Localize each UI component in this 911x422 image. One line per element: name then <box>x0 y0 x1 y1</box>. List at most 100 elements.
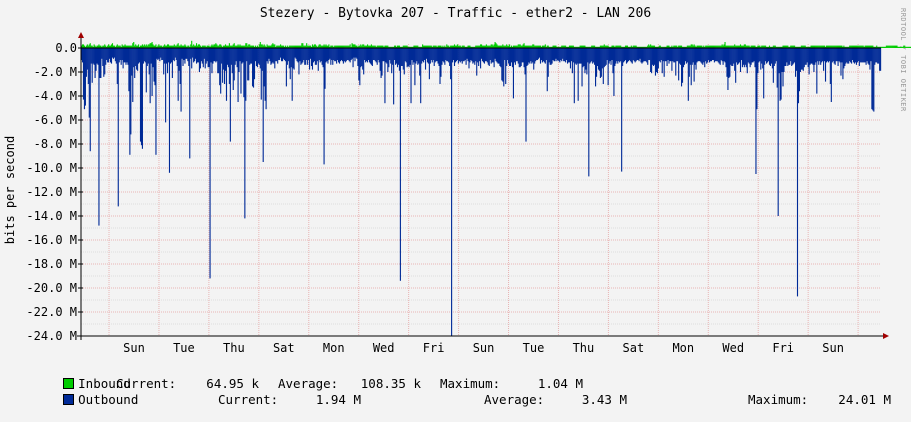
outbound-bar <box>387 48 388 72</box>
outbound-bar <box>246 48 247 61</box>
outbound-bar <box>723 48 724 65</box>
outbound-bar <box>435 48 436 62</box>
inbound-bar <box>903 46 904 48</box>
outbound-bar <box>744 48 745 67</box>
outbound-bar <box>821 48 822 62</box>
inbound-bar <box>184 44 185 48</box>
inbound-bar <box>272 43 273 48</box>
inbound-bar <box>486 44 487 48</box>
outbound-bar <box>297 48 298 62</box>
outbound-bar <box>154 48 155 85</box>
y-tick-label: -18.0 M <box>26 257 77 271</box>
outbound-bar <box>376 48 377 62</box>
outbound-bar <box>778 48 779 216</box>
outbound-bar <box>818 48 819 65</box>
outbound-bar <box>216 48 217 61</box>
outbound-bar <box>696 48 697 62</box>
outbound-bar <box>743 48 744 65</box>
inbound-bar <box>907 47 908 48</box>
outbound-bar <box>532 48 533 62</box>
outbound-bar <box>239 48 240 61</box>
inbound-bar <box>908 47 909 48</box>
outbound-bar <box>467 48 468 59</box>
outbound-bar <box>528 48 529 62</box>
outbound-bar <box>718 48 719 62</box>
inbound-bar <box>104 44 105 48</box>
outbound-bar <box>516 48 517 61</box>
outbound-bar <box>862 48 863 62</box>
outbound-bar <box>537 48 538 60</box>
outbound-bar <box>272 48 273 62</box>
outbound-bar <box>553 48 554 61</box>
outbound-bar <box>309 48 310 70</box>
outbound-bar <box>867 48 868 64</box>
inbound-bar <box>524 43 525 48</box>
outbound-bar <box>618 48 619 61</box>
outbound-bar <box>707 48 708 62</box>
inbound-bar <box>229 43 230 48</box>
outbound-bar <box>124 48 125 62</box>
outbound-bar <box>231 48 232 65</box>
inbound-bar <box>740 44 741 48</box>
outbound-bar <box>574 48 575 103</box>
outbound-bar <box>416 48 417 61</box>
outbound-bar <box>519 48 520 67</box>
outbound-bar <box>88 48 89 84</box>
outbound-bar <box>824 48 825 61</box>
outbound-bar <box>480 48 481 68</box>
outbound-bar <box>634 48 635 61</box>
outbound-bar <box>367 48 368 62</box>
outbound-bar <box>406 48 407 62</box>
outbound-bar <box>512 48 513 67</box>
outbound-bar <box>257 48 258 67</box>
outbound-bar <box>264 48 265 86</box>
outbound-bar <box>874 48 875 65</box>
inbound-bar <box>273 44 274 48</box>
inbound-bar <box>260 42 261 48</box>
outbound-bar <box>223 48 224 70</box>
outbound-bar <box>724 48 725 62</box>
outbound-bar <box>132 48 133 102</box>
outbound-bar <box>761 48 762 64</box>
outbound-bar <box>602 48 603 68</box>
outbound-bar <box>704 48 705 67</box>
outbound-bar <box>856 48 857 65</box>
outbound-bar <box>808 48 809 67</box>
outbound-bar <box>555 48 556 59</box>
outbound-bar <box>211 48 212 73</box>
outbound-bar <box>196 48 197 64</box>
inbound-bar <box>319 44 320 48</box>
outbound-bar <box>666 48 667 61</box>
outbound-bar <box>355 48 356 58</box>
outbound-bar <box>564 48 565 61</box>
outbound-bar <box>565 48 566 62</box>
outbound-bar <box>647 48 648 65</box>
outbound-bar <box>790 48 791 61</box>
outbound-bar <box>829 48 830 61</box>
outbound-bar <box>206 48 207 64</box>
outbound-bar <box>248 48 249 80</box>
outbound-bar <box>685 48 686 61</box>
outbound-bar <box>452 48 453 62</box>
outbound-bar <box>215 48 216 62</box>
outbound-bar <box>181 48 182 112</box>
outbound-bar <box>855 48 856 62</box>
inbound-bar <box>193 44 194 48</box>
outbound-bar <box>347 48 348 60</box>
outbound-bar <box>573 48 574 62</box>
outbound-bar <box>686 48 687 64</box>
outbound-bar <box>150 48 151 103</box>
outbound-bar <box>287 48 288 65</box>
outbound-bar <box>497 48 498 64</box>
outbound-bar <box>487 48 488 62</box>
outbound-bar <box>787 48 788 66</box>
inbound-bar <box>274 44 275 48</box>
inbound-bar <box>211 44 212 48</box>
inbound-bar <box>98 44 99 48</box>
outbound-bar <box>153 48 154 67</box>
outbound-bar <box>697 48 698 61</box>
outbound-bar <box>736 48 737 62</box>
outbound-bar <box>810 48 811 65</box>
outbound-bar <box>800 48 801 72</box>
y-tick-label: -22.0 M <box>26 305 77 319</box>
